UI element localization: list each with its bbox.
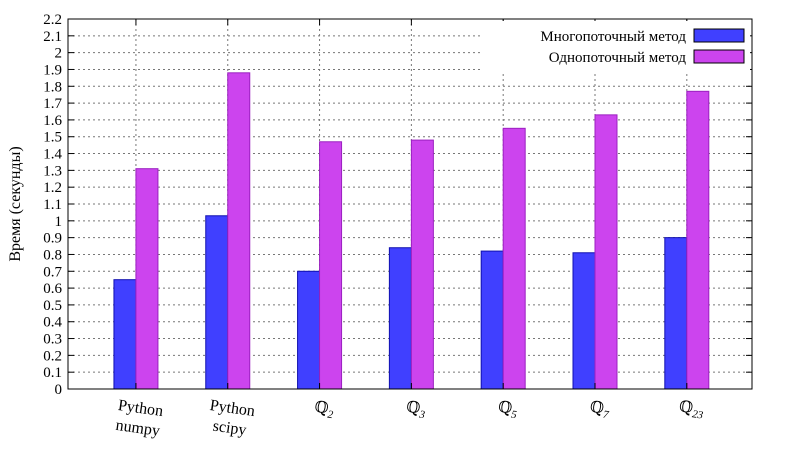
- bar-multithreaded: [113, 279, 137, 390]
- x-category-label: ℚ7: [588, 399, 611, 422]
- y-tick-label: 0.4: [43, 315, 62, 331]
- y-tick-label: 0.8: [43, 247, 62, 263]
- x-category-subscript: 5: [510, 409, 518, 422]
- y-tick-label: 1.4: [43, 147, 62, 163]
- x-category-subscript: 2: [327, 409, 335, 422]
- y-tick-label: 2.2: [43, 12, 62, 28]
- y-tick-label: 1.3: [43, 163, 62, 179]
- y-tick-label: 2.1: [43, 29, 62, 45]
- x-category-label: ℚ5: [497, 399, 520, 422]
- y-tick-label: 1.7: [43, 96, 62, 112]
- y-tick-label: 0.9: [43, 231, 62, 247]
- x-category-label-main: Python: [117, 397, 164, 420]
- x-category-label-main: ℚ2: [313, 399, 336, 422]
- x-category-label-line2: scipy: [212, 418, 248, 440]
- legend-label: Многопоточный метод: [540, 29, 686, 45]
- bars: [113, 72, 710, 390]
- bar-multithreaded: [572, 252, 596, 390]
- y-tick-label: 1.6: [43, 113, 62, 129]
- x-category-label-main: ℚ23: [677, 398, 705, 421]
- legend-swatch: [693, 28, 745, 43]
- bar-singlethreaded: [410, 139, 434, 390]
- y-tick-label: 0.2: [43, 348, 62, 364]
- x-category-label-line2: numpy: [115, 417, 161, 440]
- axes: [67, 18, 753, 390]
- bar-multithreaded: [205, 215, 229, 390]
- bar-multithreaded: [388, 247, 412, 390]
- bar-multithreaded: [664, 237, 688, 390]
- y-tick-label: 2: [55, 46, 63, 62]
- bar-singlethreaded: [502, 127, 526, 390]
- bar-multithreaded: [297, 270, 321, 390]
- y-tick-label: 0.3: [43, 332, 62, 348]
- y-tick-label: 1: [55, 214, 63, 230]
- x-category-label: ℚ23: [677, 398, 705, 421]
- bar-singlethreaded: [319, 141, 343, 390]
- x-category-subscript: 23: [691, 408, 704, 421]
- bar-multithreaded: [480, 250, 504, 390]
- y-tick-label: 0.5: [43, 298, 62, 314]
- y-tick-label: 1.9: [43, 62, 62, 78]
- x-category-label-main: Python: [209, 397, 256, 420]
- x-category-label-main: ℚ3: [405, 399, 428, 422]
- bar-singlethreaded: [594, 114, 618, 390]
- bar-singlethreaded: [135, 168, 159, 390]
- bar-singlethreaded: [686, 90, 710, 390]
- bar-singlethreaded: [227, 72, 251, 390]
- y-tick-label: 1.2: [43, 180, 62, 196]
- x-category-subscript: 7: [602, 409, 610, 422]
- y-tick-label: 0.1: [43, 365, 62, 381]
- plot-frame: [67, 18, 753, 390]
- legend-label: Однопоточный метод: [549, 50, 687, 66]
- y-tick-labels: 00.10.20.30.40.50.60.70.80.911.11.21.31.…: [43, 12, 62, 398]
- legend: Многопоточный метод Однопоточный метод: [480, 21, 750, 71]
- y-tick-label: 0.7: [43, 264, 62, 280]
- y-axis-title: Время (секунды): [7, 146, 24, 261]
- x-category-label: ℚ3: [405, 399, 428, 422]
- y-tick-label: 0.6: [43, 281, 62, 297]
- y-tick-label: 1.1: [43, 197, 62, 213]
- x-category-label: ℚ2: [313, 399, 336, 422]
- y-tick-label: 1.8: [43, 79, 62, 95]
- x-category-label-main: ℚ5: [497, 399, 520, 422]
- legend-swatch: [693, 49, 745, 64]
- y-tick-label: 1.5: [43, 130, 62, 146]
- x-category-subscript: 3: [418, 408, 427, 421]
- y-tick-label: 0: [55, 382, 63, 398]
- x-category-label-main: ℚ7: [588, 399, 611, 422]
